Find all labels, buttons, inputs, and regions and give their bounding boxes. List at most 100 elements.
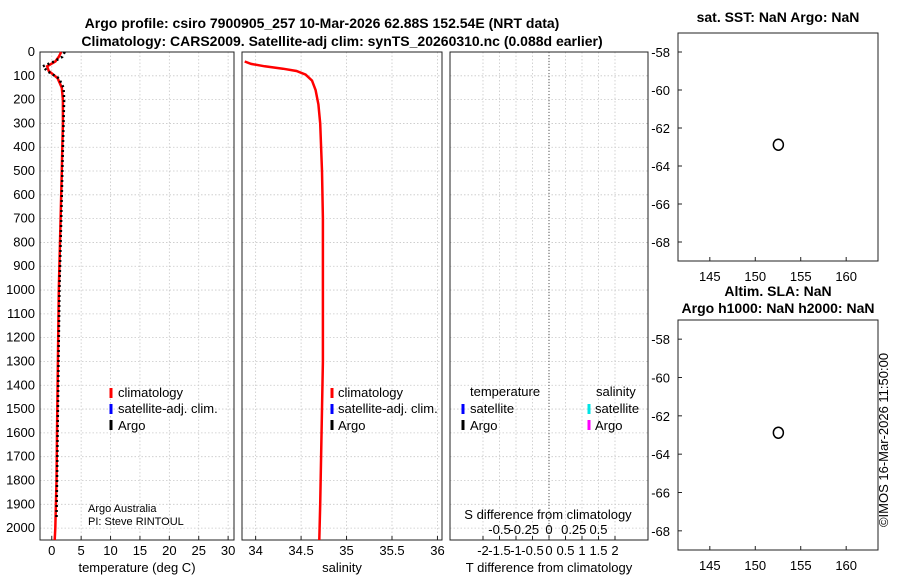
- s-tick-label: 0: [545, 522, 552, 537]
- x-axis-label: temperature (deg C): [78, 560, 195, 575]
- y-tick-label: 500: [13, 163, 35, 178]
- diff-legend-t-satellite-label: satellite: [470, 401, 514, 416]
- y-tick-label: 400: [13, 139, 35, 154]
- credit-line2: PI: Steve RINTOUL: [88, 516, 184, 528]
- s-tick-label: -0.25: [509, 522, 539, 537]
- legend-climatology-label: climatology: [118, 385, 184, 400]
- x-tick-label: 0.5: [556, 543, 574, 558]
- map-y-tick-label: -60: [651, 371, 670, 386]
- x-tick-label: 34.5: [288, 543, 313, 558]
- legend-argo-label: Argo: [118, 418, 145, 433]
- map-y-tick-label: -68: [651, 524, 670, 539]
- map-x-tick-label: 145: [699, 558, 721, 573]
- diff-legend-s-satellite-label: satellite: [595, 401, 639, 416]
- diff-legend-t-argo-label: Argo: [470, 418, 497, 433]
- y-tick-label: 900: [13, 258, 35, 273]
- map-y-tick-label: -64: [651, 447, 670, 462]
- s-tick-label: 0.5: [589, 522, 607, 537]
- sal-legend-satellite-label: satellite-adj. clim.: [338, 401, 438, 416]
- map-y-tick-label: -68: [651, 235, 670, 250]
- temperature-panel: 0100200300400500600700800900100011001200…: [6, 44, 235, 575]
- y-tick-label: 1000: [6, 282, 35, 297]
- x-tick-label: 0: [48, 543, 55, 558]
- y-tick-label: 1500: [6, 401, 35, 416]
- x-axis-label: T difference from climatology: [466, 560, 633, 575]
- x-tick-label: 15: [133, 543, 147, 558]
- map-x-tick-label: 145: [699, 269, 721, 284]
- diff-legend-salinity-heading: salinity: [596, 384, 636, 399]
- x-tick-label: -1: [510, 543, 522, 558]
- x-tick-label: 35.5: [379, 543, 404, 558]
- climatology-series-line: [45, 51, 65, 541]
- s-tick-label: 0.25: [561, 522, 586, 537]
- y-tick-label: 1600: [6, 425, 35, 440]
- sst-map-panel: -58 -60 -62 -64 -66 -68 145 150 155 160 sat. SST: …: [651, 9, 879, 284]
- map-x-tick-label: 160: [835, 269, 857, 284]
- map-y-tick-label: -62: [651, 121, 670, 136]
- map-y-tick-label: -58: [651, 332, 670, 347]
- x-tick-label: 34: [248, 543, 262, 558]
- figure-title-line1: Argo profile: csiro 7900905_257 10-Mar-2…: [85, 15, 560, 31]
- y-tick-label: 800: [13, 234, 35, 249]
- x-tick-label: 1.5: [589, 543, 607, 558]
- s-tick-label: -0.5: [488, 522, 510, 537]
- diff-legend-temperature-heading: temperature: [470, 384, 540, 399]
- figure-title-line2: Climatology: CARS2009. Satellite-adj cli…: [81, 33, 602, 49]
- map-y-tick-label: -58: [651, 45, 670, 60]
- y-tick-label: 1900: [6, 496, 35, 511]
- salinity-diff-axis-label: S difference from climatology: [464, 507, 632, 522]
- y-tick-label: 1400: [6, 377, 35, 392]
- y-tick-label: 0: [28, 44, 35, 59]
- map-x-tick-label: 150: [744, 558, 766, 573]
- legend-satellite-label: satellite-adj. clim.: [118, 401, 218, 416]
- map-x-tick-label: 155: [790, 269, 812, 284]
- y-tick-label: 2000: [6, 520, 35, 535]
- x-tick-label: -2: [477, 543, 489, 558]
- x-tick-label: 2: [611, 543, 618, 558]
- float-location-marker: [772, 426, 785, 439]
- salinity-legend: climatology satellite-adj. clim. Argo: [330, 385, 438, 433]
- x-tick-label: 25: [191, 543, 205, 558]
- map-title: sat. SST: NaN Argo: NaN: [697, 9, 860, 25]
- map-y-tick-label: -62: [651, 409, 670, 424]
- map-x-tick-label: 150: [744, 269, 766, 284]
- timestamp: ©IMOS 16-Mar-2026 11:50:00: [876, 353, 891, 527]
- y-tick-label: 1300: [6, 353, 35, 368]
- y-tick-label: 300: [13, 115, 35, 130]
- climatology-series-line: [244, 60, 325, 541]
- argo-series-line: [40, 51, 66, 519]
- map-title-line1: Altim. SLA: NaN: [724, 283, 831, 299]
- map-frame: [677, 32, 879, 262]
- plot-frame: [241, 51, 443, 541]
- temperature-legend: climatology satellite-adj. clim. Argo: [109, 385, 218, 433]
- float-location-marker: [772, 138, 785, 151]
- map-frame: [677, 319, 879, 551]
- map-title-line2: Argo h1000: NaN h2000: NaN: [682, 300, 875, 316]
- plot-frame: [39, 51, 235, 541]
- y-tick-label: 100: [13, 68, 35, 83]
- x-tick-label: 0: [545, 543, 552, 558]
- map-y-tick-label: -66: [651, 486, 670, 501]
- x-axis-label: salinity: [322, 560, 362, 575]
- x-tick-label: -1.5: [488, 543, 510, 558]
- sal-legend-argo-label: Argo: [338, 418, 365, 433]
- sla-map-panel: -58 -60 -62 -64 -66 -68 145 150 155 160 Altim. SLA…: [651, 283, 879, 573]
- y-tick-label: 700: [13, 211, 35, 226]
- difference-panel: -2 -1.5 -1 -0.5 0 0.5 1 1.5 2 T difference from c…: [449, 51, 649, 575]
- map-y-tick-label: -66: [651, 197, 670, 212]
- y-tick-label: 1800: [6, 472, 35, 487]
- map-y-tick-label: -64: [651, 159, 670, 174]
- x-tick-label: 1: [578, 543, 585, 558]
- sal-legend-climatology-label: climatology: [338, 385, 404, 400]
- x-tick-label: 20: [162, 543, 176, 558]
- map-y-tick-label: -60: [651, 83, 670, 98]
- map-x-tick-label: 155: [790, 558, 812, 573]
- x-tick-label: 35: [339, 543, 353, 558]
- y-tick-label: 1200: [6, 330, 35, 345]
- credit-line1: Argo Australia: [88, 503, 157, 515]
- difference-legend: temperature salinity satellite Argo sate…: [461, 384, 639, 433]
- map-x-tick-label: 160: [835, 558, 857, 573]
- x-tick-label: 5: [78, 543, 85, 558]
- y-tick-label: 1100: [7, 306, 35, 321]
